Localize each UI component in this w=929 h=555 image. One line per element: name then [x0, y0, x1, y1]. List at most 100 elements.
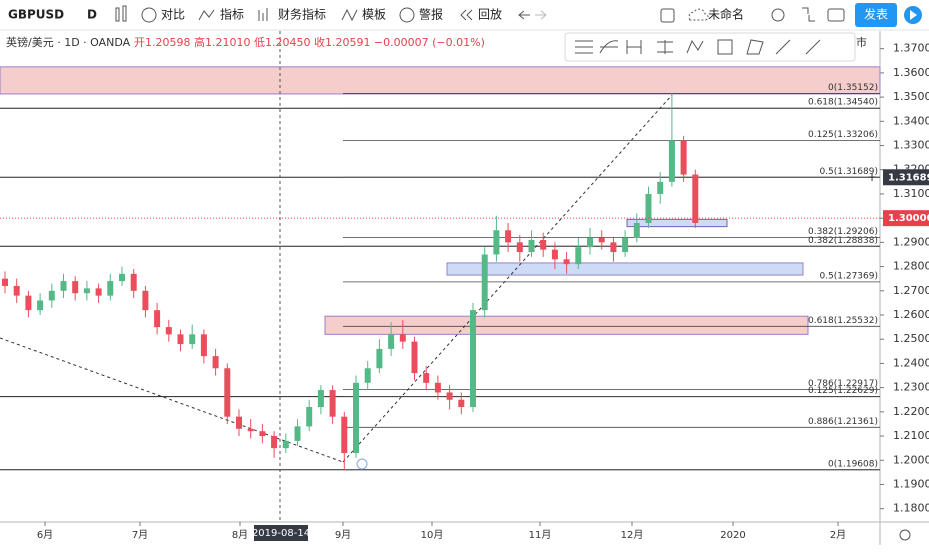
tool-icon[interactable] [575, 40, 593, 54]
x-tick-label: 2020 [720, 530, 745, 541]
candle-body [516, 242, 523, 253]
candle-body [587, 237, 593, 248]
price-marker-label: 1.30000 [888, 213, 929, 224]
symbol[interactable]: GBPUSD [8, 8, 64, 22]
candle-body [575, 247, 582, 265]
candle-body [189, 334, 196, 345]
layout-name[interactable]: 未命名 [708, 7, 744, 22]
candle-body [388, 334, 395, 349]
x-tick-label: 6月 [37, 529, 53, 541]
candle-body [376, 348, 383, 369]
replay-icon[interactable] [460, 9, 473, 21]
publish-button[interactable] [855, 3, 897, 27]
price-marker-label: 1.31689 [888, 172, 929, 183]
candle-icon[interactable] [122, 5, 127, 22]
interval[interactable]: D [87, 8, 97, 22]
candle-body [107, 281, 114, 296]
fullscreen-icon[interactable] [802, 7, 815, 22]
zone [324, 315, 809, 335]
candle-body [563, 259, 570, 265]
fib-label: 0(1.35152) [828, 83, 878, 93]
candle-body [481, 254, 488, 311]
candle-body [95, 288, 102, 296]
trend-line [342, 94, 673, 463]
price-marker [883, 169, 929, 186]
candle-body [470, 310, 476, 407]
chart: 1.18000 1.19000 1.20000 1.21000 1.22000 1.230… [0, 31, 929, 545]
alerts-button[interactable]: 警报 [419, 7, 443, 22]
candle-body [271, 436, 278, 449]
candle-body [317, 390, 324, 407]
candle-body [224, 368, 231, 417]
candle-body [306, 406, 313, 427]
publish-label[interactable]: 发表 [864, 7, 888, 22]
ohlc-label: 开1.20598 高1.21010 低1.20450 收1.20591 −0.0… [134, 35, 485, 49]
price-marker [883, 210, 929, 227]
tool-icon[interactable] [746, 39, 764, 55]
x-tick-label: 10月 [421, 529, 444, 541]
tool-icon[interactable] [626, 40, 642, 54]
template-icon[interactable] [341, 8, 358, 22]
candle-body [247, 428, 254, 432]
candle-body [540, 239, 547, 250]
candle-body [130, 273, 137, 291]
y-tick-label: 1.35000 [893, 90, 929, 103]
tool-icon[interactable] [805, 39, 821, 55]
candle-body [72, 281, 79, 294]
candle-body [551, 249, 558, 260]
redo-icon[interactable] [535, 10, 547, 20]
candle-body [119, 273, 125, 282]
candle-body [48, 290, 55, 301]
axis-settings[interactable] [899, 529, 911, 541]
tool-icon[interactable] [686, 39, 704, 54]
candle-body [236, 416, 242, 429]
settings-icon[interactable] [771, 8, 785, 22]
candle-icon[interactable] [115, 7, 120, 22]
y-tick-label: 1.20000 [893, 453, 929, 466]
x-tick-label: 11月 [529, 529, 552, 541]
y-tick-label: 1.19000 [893, 477, 929, 490]
y-tick-label: 1.28000 [893, 260, 929, 273]
y-tick-label: 1.34000 [893, 114, 929, 127]
financials-button[interactable]: 财务指标 [278, 7, 326, 22]
crosshair-date: 2019-08-14 [252, 528, 310, 539]
zone [446, 262, 804, 276]
undo-icon[interactable] [518, 10, 530, 20]
candle-body [610, 242, 617, 253]
candle-body [165, 327, 172, 335]
candle-body [423, 373, 430, 383]
y-tick-label: 1.18000 [893, 502, 929, 515]
tool-icon[interactable] [717, 39, 733, 55]
y-tick-label: 1.26000 [893, 308, 929, 321]
tool-icon[interactable] [657, 40, 673, 54]
compare-button[interactable]: 对比 [161, 8, 185, 22]
x-tick-label: 8月 [232, 529, 248, 541]
play-icon[interactable] [910, 10, 917, 20]
candle-body [2, 278, 8, 286]
y-tick-label: 1.24000 [893, 356, 929, 369]
tool-icon[interactable] [599, 40, 619, 54]
indicator-icon[interactable] [198, 9, 215, 21]
alert-icon[interactable] [399, 7, 415, 23]
indicators-button[interactable]: 指标 [220, 7, 244, 22]
templates-button[interactable]: 模板 [362, 8, 386, 22]
candle-body [154, 310, 161, 328]
compare-icon[interactable] [141, 7, 157, 23]
candle-body [399, 334, 406, 342]
candle-body [282, 440, 289, 449]
financials-icon[interactable] [258, 8, 268, 21]
candle-body [60, 281, 67, 291]
trend-line [0, 337, 344, 463]
y-tick-label: 1.25000 [893, 332, 929, 345]
snapshot-icon[interactable] [827, 8, 845, 22]
layout-icon[interactable] [660, 8, 675, 23]
tool-icon[interactable] [775, 39, 791, 55]
drawing-tools [564, 32, 856, 62]
plus-icon: + [867, 170, 877, 184]
candle-body [446, 392, 453, 400]
x-tick-label: 9月 [335, 529, 351, 541]
fib-label: 0.125(1.33206) [808, 130, 878, 140]
crosshair-date-box [254, 525, 308, 541]
replay-button[interactable]: 回放 [478, 7, 502, 22]
